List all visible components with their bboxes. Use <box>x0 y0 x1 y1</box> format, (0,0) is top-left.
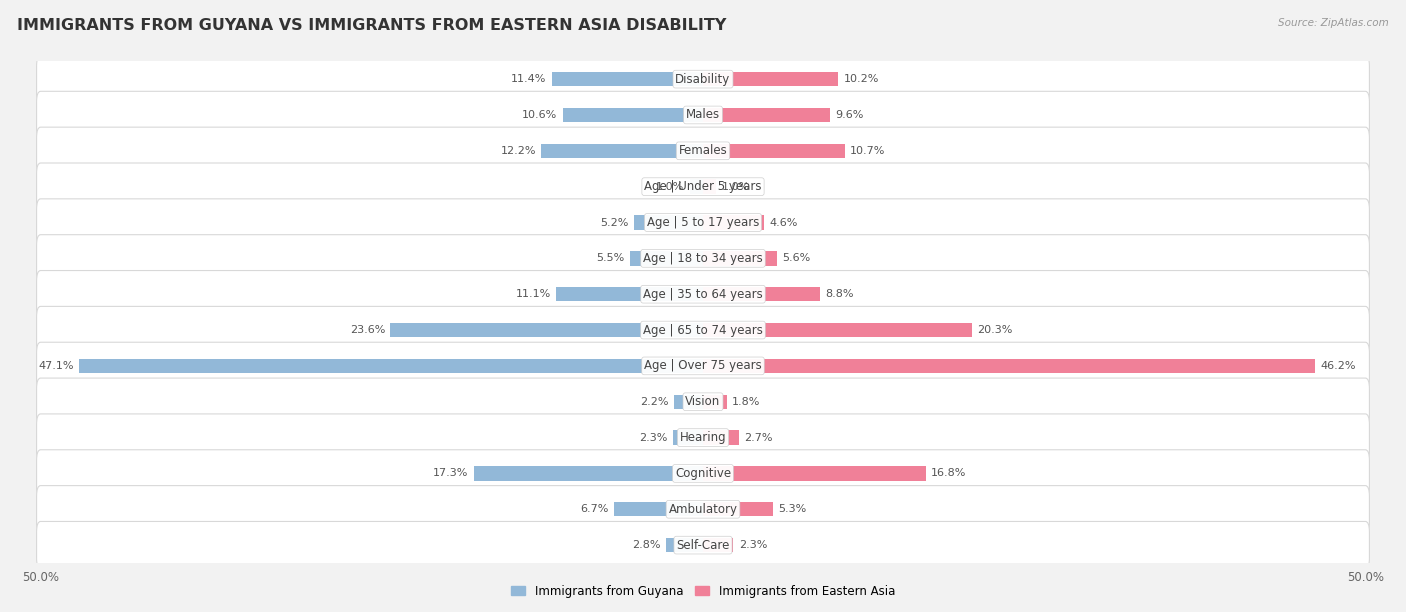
FancyBboxPatch shape <box>37 378 1369 425</box>
Bar <box>703 287 820 301</box>
Text: 4.6%: 4.6% <box>769 217 797 228</box>
Text: 1.0%: 1.0% <box>657 182 685 192</box>
Text: 47.1%: 47.1% <box>38 361 73 371</box>
Text: 8.8%: 8.8% <box>825 289 853 299</box>
Text: Age | 5 to 17 years: Age | 5 to 17 years <box>647 216 759 229</box>
Bar <box>690 179 703 194</box>
FancyBboxPatch shape <box>37 450 1369 497</box>
FancyBboxPatch shape <box>37 199 1369 246</box>
FancyBboxPatch shape <box>37 163 1369 211</box>
Bar <box>703 466 925 480</box>
Text: 9.6%: 9.6% <box>835 110 863 120</box>
Bar <box>703 72 838 86</box>
Bar <box>614 502 703 517</box>
FancyBboxPatch shape <box>37 91 1369 139</box>
FancyBboxPatch shape <box>37 342 1369 390</box>
Text: Ambulatory: Ambulatory <box>668 503 738 516</box>
Bar <box>562 108 703 122</box>
Bar <box>391 323 703 337</box>
Bar <box>703 108 830 122</box>
Text: Females: Females <box>679 144 727 157</box>
Bar <box>541 144 703 158</box>
Text: 11.1%: 11.1% <box>516 289 551 299</box>
Text: Self-Care: Self-Care <box>676 539 730 551</box>
Text: 16.8%: 16.8% <box>931 468 966 479</box>
Text: 2.8%: 2.8% <box>633 540 661 550</box>
Bar <box>703 215 763 230</box>
Text: Age | Over 75 years: Age | Over 75 years <box>644 359 762 372</box>
FancyBboxPatch shape <box>37 271 1369 318</box>
Bar <box>703 179 716 194</box>
Bar <box>79 359 703 373</box>
Text: Source: ZipAtlas.com: Source: ZipAtlas.com <box>1278 18 1389 28</box>
Bar <box>553 72 703 86</box>
Bar <box>703 430 738 445</box>
Bar <box>672 430 703 445</box>
Bar <box>555 287 703 301</box>
FancyBboxPatch shape <box>37 127 1369 174</box>
Text: Age | 18 to 34 years: Age | 18 to 34 years <box>643 252 763 265</box>
Bar <box>703 395 727 409</box>
FancyBboxPatch shape <box>37 307 1369 354</box>
Text: Age | 65 to 74 years: Age | 65 to 74 years <box>643 324 763 337</box>
Text: 1.8%: 1.8% <box>733 397 761 407</box>
Text: Age | 35 to 64 years: Age | 35 to 64 years <box>643 288 763 300</box>
Text: Age | Under 5 years: Age | Under 5 years <box>644 180 762 193</box>
Bar <box>673 395 703 409</box>
Text: 20.3%: 20.3% <box>977 325 1012 335</box>
FancyBboxPatch shape <box>37 234 1369 282</box>
Bar <box>634 215 703 230</box>
Text: 6.7%: 6.7% <box>581 504 609 514</box>
Text: Vision: Vision <box>685 395 721 408</box>
Text: 2.7%: 2.7% <box>744 433 772 442</box>
FancyBboxPatch shape <box>37 56 1369 103</box>
Text: IMMIGRANTS FROM GUYANA VS IMMIGRANTS FROM EASTERN ASIA DISABILITY: IMMIGRANTS FROM GUYANA VS IMMIGRANTS FRO… <box>17 18 727 34</box>
Text: 5.5%: 5.5% <box>596 253 624 263</box>
Text: 11.4%: 11.4% <box>512 74 547 84</box>
Text: 2.2%: 2.2% <box>640 397 669 407</box>
Bar <box>666 538 703 552</box>
Legend: Immigrants from Guyana, Immigrants from Eastern Asia: Immigrants from Guyana, Immigrants from … <box>506 580 900 602</box>
Text: 23.6%: 23.6% <box>350 325 385 335</box>
FancyBboxPatch shape <box>37 414 1369 461</box>
Text: Hearing: Hearing <box>679 431 727 444</box>
Text: Cognitive: Cognitive <box>675 467 731 480</box>
Text: 1.0%: 1.0% <box>721 182 749 192</box>
FancyBboxPatch shape <box>37 485 1369 533</box>
Text: 46.2%: 46.2% <box>1320 361 1355 371</box>
Text: Males: Males <box>686 108 720 121</box>
Text: 5.6%: 5.6% <box>783 253 811 263</box>
Text: 2.3%: 2.3% <box>638 433 668 442</box>
Text: 5.3%: 5.3% <box>779 504 807 514</box>
Bar <box>703 502 773 517</box>
Bar <box>703 144 845 158</box>
Text: 2.3%: 2.3% <box>738 540 768 550</box>
Text: 10.6%: 10.6% <box>522 110 557 120</box>
Text: 12.2%: 12.2% <box>501 146 536 156</box>
Text: 10.7%: 10.7% <box>851 146 886 156</box>
FancyBboxPatch shape <box>37 521 1369 569</box>
Bar <box>630 251 703 266</box>
Bar <box>703 251 778 266</box>
Bar <box>703 359 1315 373</box>
Text: 5.2%: 5.2% <box>600 217 628 228</box>
Bar <box>474 466 703 480</box>
Text: Disability: Disability <box>675 73 731 86</box>
Text: 17.3%: 17.3% <box>433 468 468 479</box>
Text: 10.2%: 10.2% <box>844 74 879 84</box>
Bar <box>703 538 734 552</box>
Bar <box>703 323 972 337</box>
